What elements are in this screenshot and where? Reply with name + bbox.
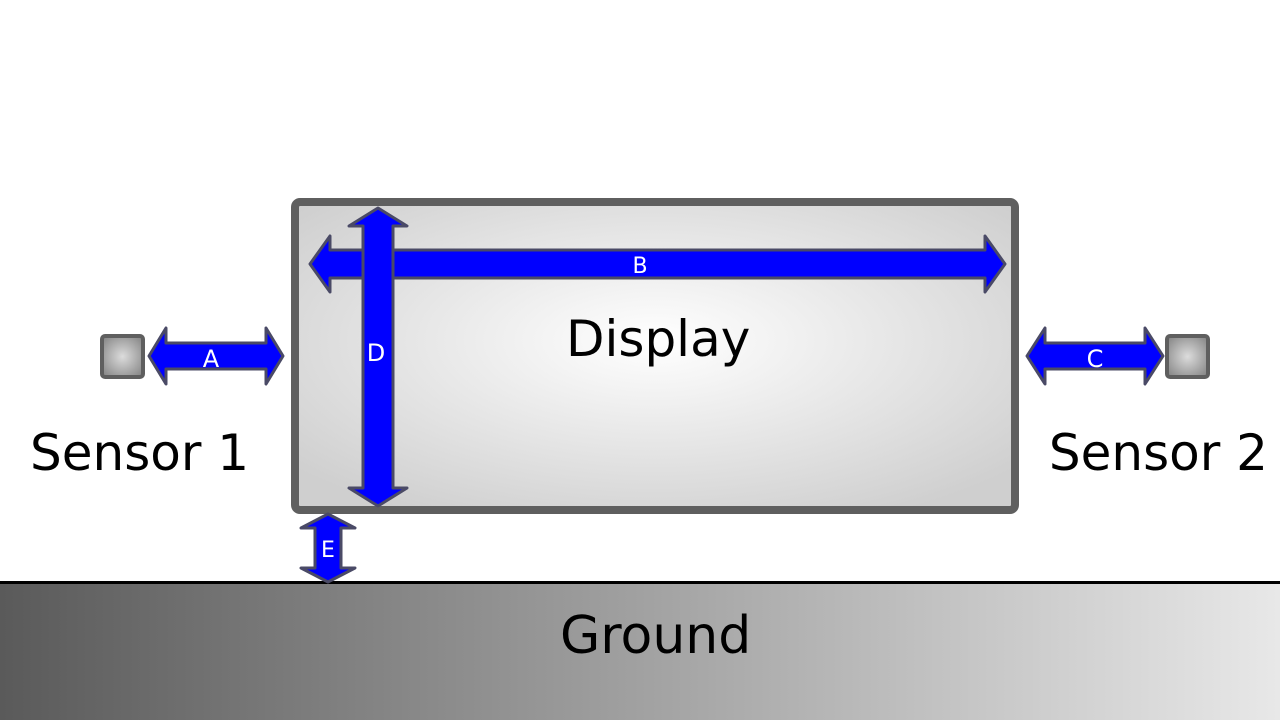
dimension-arrow-e [299, 512, 357, 584]
dimension-arrow-b [308, 234, 1007, 294]
sensor-2-label: Sensor 2 [1048, 424, 1268, 482]
ground-label: Ground [560, 606, 752, 666]
dimension-arrow-c [1025, 326, 1165, 386]
dimension-label-d: D [367, 339, 385, 367]
dimension-arrow-d [347, 206, 409, 508]
sensor-2-box [1165, 334, 1210, 379]
dimension-label-b: B [632, 254, 647, 279]
sensor-1-box [100, 334, 145, 379]
ground-area [0, 583, 1280, 720]
dimension-label-e: E [321, 538, 335, 563]
dimension-label-a: A [203, 345, 220, 373]
display-label: Display [566, 310, 751, 368]
dimension-label-c: C [1087, 345, 1104, 373]
sensor-1-label: Sensor 1 [30, 424, 250, 482]
dimension-arrow-a [147, 326, 285, 386]
